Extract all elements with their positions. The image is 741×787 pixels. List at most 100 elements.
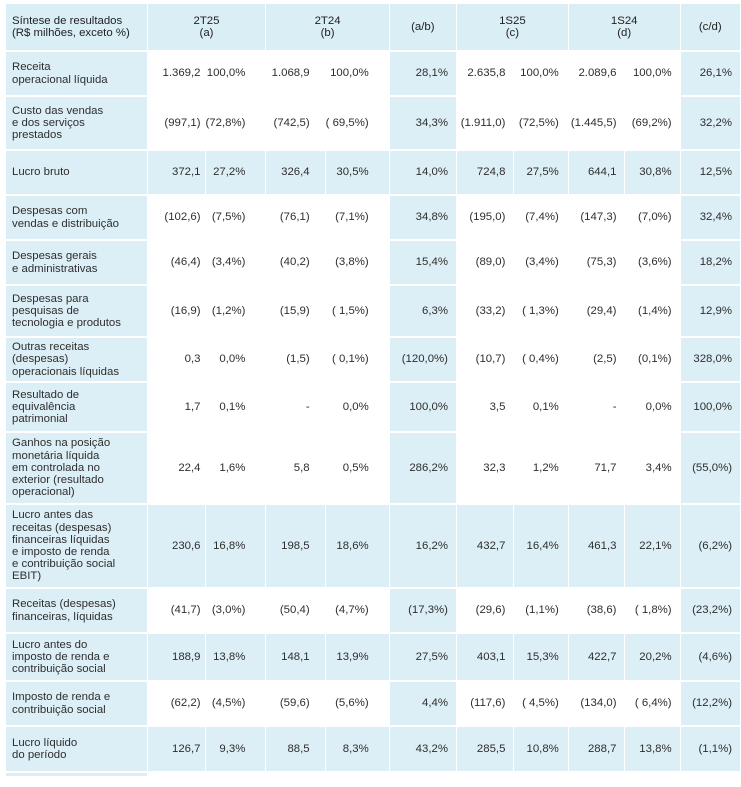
- cell-s24p: 22,1%: [625, 505, 681, 589]
- cell-s24p: ( 6,4%): [625, 682, 681, 727]
- row-label-line: equivalência: [12, 400, 76, 413]
- cell-s25p: ( 4,5%): [514, 682, 569, 727]
- row-label-line: Resultado de: [12, 388, 80, 401]
- col-header-1s25-key: (c): [505, 27, 520, 39]
- row-label-line: e contribuição social: [12, 558, 116, 571]
- row-label-line: Despesas para: [12, 292, 89, 305]
- results-table: Síntese de resultados (R$ milhões, excet…: [6, 4, 741, 776]
- cell-t25p: (7,5%): [205, 196, 267, 241]
- col-header-1s24-key: (d): [617, 27, 632, 39]
- col-header-2t24-key: (b): [320, 27, 335, 39]
- cell-s25p: 10,8%: [514, 727, 569, 773]
- cell-t24p: (4,7%): [325, 589, 390, 634]
- cell-t24: 5,8: [266, 433, 326, 505]
- cell-s24p: (69,2%): [625, 97, 681, 151]
- cell-s25: (117,6): [456, 682, 515, 727]
- cell-s25p: 16,4%: [514, 505, 569, 589]
- cell-s24p: 100,0%: [625, 52, 681, 97]
- cell-s25: (29,6): [456, 589, 515, 634]
- cell-ab: 4,4%: [389, 682, 457, 727]
- cell-t24: 198,5: [266, 505, 326, 589]
- cell-t25p: 27,2%: [205, 151, 267, 196]
- row-label-line: patrimonial: [12, 413, 68, 426]
- cell-ab: 14,0%: [389, 151, 457, 196]
- cell-t24p: 0,0%: [325, 383, 390, 433]
- cell-s25: (195,0): [456, 196, 515, 241]
- row-label-line: e administrativas: [12, 262, 98, 275]
- row-label: Despesas gerais e administrativas: [6, 241, 148, 286]
- cell-t24: (15,9): [266, 286, 326, 338]
- cell-t25: (997,1): [147, 97, 206, 151]
- row-label: Outras receitas (despesas) operacionais lí…: [6, 338, 148, 383]
- table-title-line1: Síntese de resultados: [12, 14, 123, 27]
- col-header-ab: (a/b): [389, 4, 457, 52]
- cell-s24p: (1,4%): [625, 286, 681, 338]
- cell-ab: 286,2%: [389, 433, 457, 505]
- cell-ab: 34,8%: [389, 196, 457, 241]
- cell-t25: 188,9: [147, 634, 206, 682]
- row-label-line: financeiras, líquidas: [12, 610, 113, 623]
- cell-t25: (16,9): [147, 286, 206, 338]
- cell-s25: 285,5: [456, 727, 515, 773]
- row-label-line: exterior (resultado: [12, 474, 104, 487]
- cell-s25: 403,1: [456, 634, 515, 682]
- row-label-line: Custo das vendas: [12, 104, 104, 117]
- cell-t25: (62,2): [147, 682, 206, 727]
- row-label: Lucro líquido do período: [6, 727, 148, 773]
- table-row: Lucro bruto 372,1 27,2% 326,4 30,5% 14,0% 724,…: [6, 151, 741, 196]
- table-row: Despesas para pesquisas de tecnologia e pr…: [6, 286, 741, 338]
- row-label: Receita operacional líquida: [6, 52, 148, 97]
- cell-cd: (23,2%): [680, 589, 741, 634]
- cell-s25: 3,5: [456, 383, 515, 433]
- cell-t24: (76,1): [266, 196, 326, 241]
- cell-s24p: (7,0%): [625, 196, 681, 241]
- cell-cd: (4,6%): [680, 634, 741, 682]
- row-label-line: tecnologia e produtos: [12, 317, 121, 330]
- cell-t24: (50,4): [266, 589, 326, 634]
- table-row: Resultado de equivalência patrimonial 1,7 0,…: [6, 383, 741, 433]
- cell-cd: 12,5%: [680, 151, 741, 196]
- cell-s24: (75,3): [568, 241, 626, 286]
- cell-s25: (89,0): [456, 241, 515, 286]
- cell-s24: (1.445,5): [568, 97, 626, 151]
- cell-t24: 326,4: [266, 151, 326, 196]
- row-label: Lucro antes das receitas (despesas) financ…: [6, 505, 148, 589]
- cell-t24: (1,5): [266, 338, 326, 383]
- cell-ab: (120,0%): [389, 338, 457, 383]
- row-label-line: operacionais líquidas: [12, 365, 120, 378]
- cell-t24: 1.068,9: [266, 52, 326, 97]
- row-label-line: Despesas gerais: [12, 250, 97, 263]
- cell-s25: (1.911,0): [456, 97, 515, 151]
- cell-t24p: (3,8%): [325, 241, 390, 286]
- cell-ab: 100,0%: [389, 383, 457, 433]
- cell-s25p: (1,1%): [514, 589, 569, 634]
- cell-s25p: 100,0%: [514, 52, 569, 97]
- cell-ab: 34,3%: [389, 97, 457, 151]
- row-label-line: Ganhos na posição: [12, 437, 111, 450]
- row-label-line: Lucro antes das: [12, 509, 94, 522]
- cell-s24: 461,3: [568, 505, 626, 589]
- col-header-2t25-period: 2T25: [193, 14, 220, 27]
- table-row: Lucro líquido do período 126,7 9,3% 88,5 8,3%…: [6, 727, 741, 773]
- cell-t25p: (4,5%): [205, 682, 267, 727]
- row-label: Ganhos na posição monetária líquida em con…: [6, 433, 148, 505]
- cell-s24p: 0,0%: [625, 383, 681, 433]
- col-header-2t24: 2T24 (b): [266, 4, 390, 52]
- cell-t25p: (1,2%): [205, 286, 267, 338]
- col-header-1s24-period: 1S24: [610, 14, 638, 27]
- row-label-line: receitas (despesas): [12, 521, 112, 534]
- row-label-line: pesquisas de: [12, 304, 80, 317]
- cell-t24p: ( 69,5%): [325, 97, 390, 151]
- cell-ab: (17,3%): [389, 589, 457, 634]
- cell-t25p: (3,4%): [205, 241, 267, 286]
- cell-t25p: (3,0%): [205, 589, 267, 634]
- cell-t24p: ( 1,5%): [325, 286, 390, 338]
- row-label-line: Lucro líquido: [12, 736, 78, 749]
- cell-t25p: 9,3%: [205, 727, 267, 773]
- cell-ab: 6,3%: [389, 286, 457, 338]
- cell-s25p: (7,4%): [514, 196, 569, 241]
- cell-s24p: 20,2%: [625, 634, 681, 682]
- cell-s24: 644,1: [568, 151, 626, 196]
- cell-t25p: 1,6%: [205, 433, 267, 505]
- cell-s25p: ( 1,3%): [514, 286, 569, 338]
